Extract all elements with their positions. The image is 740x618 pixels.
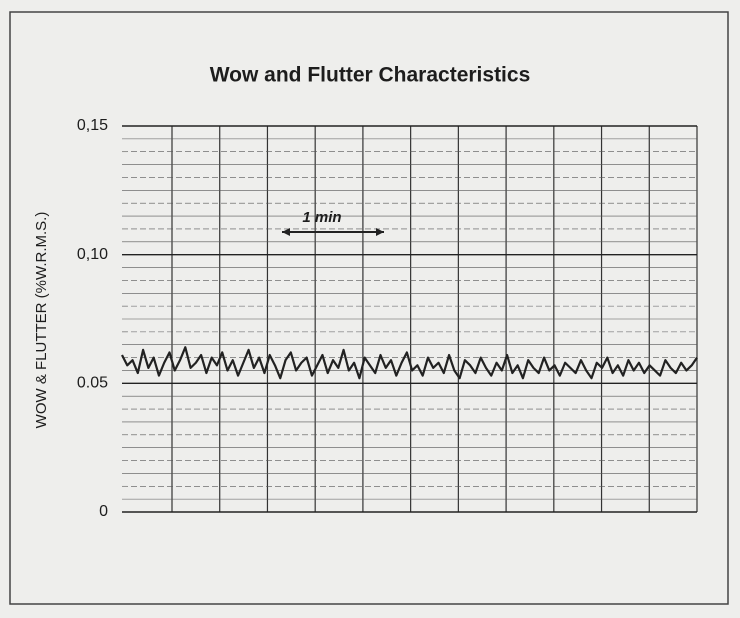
y-tick-label: 0: [99, 503, 108, 520]
frame: [9, 11, 729, 605]
y-tick-label: 0,15: [77, 117, 108, 134]
data-line: [121, 346, 698, 380]
grid: [122, 125, 698, 513]
y-axis-label: WOW & FLUTTER (%W.R.M.S.): [33, 212, 50, 429]
y-tick-label: 0.05: [77, 375, 108, 392]
chart-title: Wow and Flutter Characteristics: [210, 64, 531, 87]
y-tick-label: 0,10: [77, 246, 108, 263]
annotation: 1 min: [282, 209, 384, 236]
annotation-text: 1 min: [302, 209, 341, 226]
